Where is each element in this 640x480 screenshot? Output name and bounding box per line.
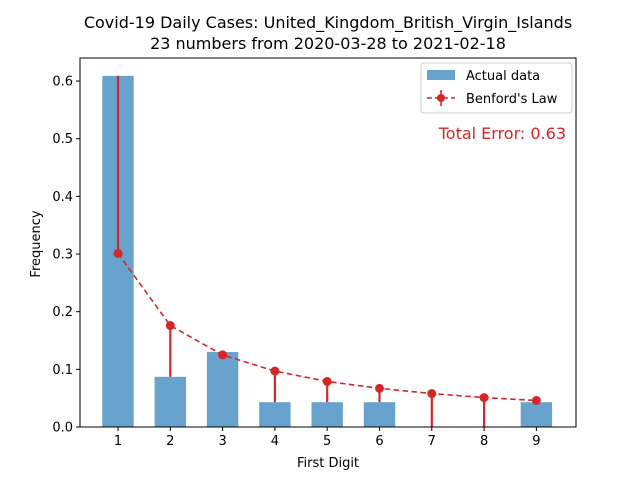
- y-tick-label-0.2: 0.2: [52, 305, 73, 320]
- benford-point-digit-4: [270, 366, 280, 376]
- y-axis-label: Frequency: [29, 210, 44, 277]
- benford-point-digit-5: [322, 376, 332, 386]
- y-tick-label-0.0: 0.0: [52, 421, 73, 436]
- axes: 1 2 3 4 5 6 7 8 9 0.0 0.1 0.2 0.3 0.4 0.5 0.6: [52, 57, 577, 449]
- benford-point-digit-3: [218, 350, 228, 360]
- legend-marker-benford: [437, 94, 445, 102]
- axes-frame: [79, 57, 577, 428]
- benford-point-digit-9: [531, 395, 541, 405]
- y-tick-label-0.1: 0.1: [52, 363, 73, 378]
- bar-digit-9: [520, 402, 553, 427]
- x-tick-label-4: 4: [271, 434, 279, 449]
- legend: Actual data Benford's Law: [420, 62, 573, 114]
- x-tick-label-8: 8: [480, 434, 488, 449]
- benford-point-digit-2: [165, 321, 175, 331]
- y-tick-label-0.3: 0.3: [52, 248, 73, 263]
- legend-label-benford: Benford's Law: [466, 92, 558, 107]
- chart-title: Covid-19 Daily Cases: United_Kingdom_Bri…: [84, 13, 572, 33]
- bar-digit-3: [206, 352, 239, 427]
- x-tick-label-1: 1: [114, 434, 122, 449]
- bar-digit-2: [154, 376, 186, 427]
- plot-area: [102, 75, 553, 427]
- x-axis-label: First Digit: [297, 456, 359, 471]
- legend-swatch-actual: [427, 70, 455, 80]
- x-tick-label-5: 5: [323, 434, 331, 449]
- benford-point-digit-1: [113, 248, 123, 258]
- y-tick-label-0.4: 0.4: [52, 190, 73, 205]
- chart-subtitle: 23 numbers from 2020-03-28 to 2021-02-18: [150, 34, 506, 53]
- legend-label-actual: Actual data: [466, 69, 540, 84]
- bar-digit-6: [363, 402, 396, 427]
- benford-point-digit-7: [427, 389, 437, 399]
- total-error-annotation: Total Error: 0.63: [438, 124, 566, 143]
- legend-frame: [420, 62, 573, 114]
- x-tick-label-7: 7: [428, 434, 436, 449]
- bar-digit-5: [311, 402, 343, 427]
- y-tick-label-0.6: 0.6: [52, 75, 73, 90]
- x-tick-label-3: 3: [218, 434, 226, 449]
- x-tick-label-6: 6: [375, 434, 383, 449]
- y-tick-label-0.5: 0.5: [52, 132, 73, 147]
- x-tick-label-9: 9: [532, 434, 540, 449]
- benford-point-digit-8: [479, 393, 489, 403]
- x-tick-label-2: 2: [166, 434, 174, 449]
- bar-digit-4: [259, 402, 291, 427]
- benford-point-digit-6: [375, 383, 384, 393]
